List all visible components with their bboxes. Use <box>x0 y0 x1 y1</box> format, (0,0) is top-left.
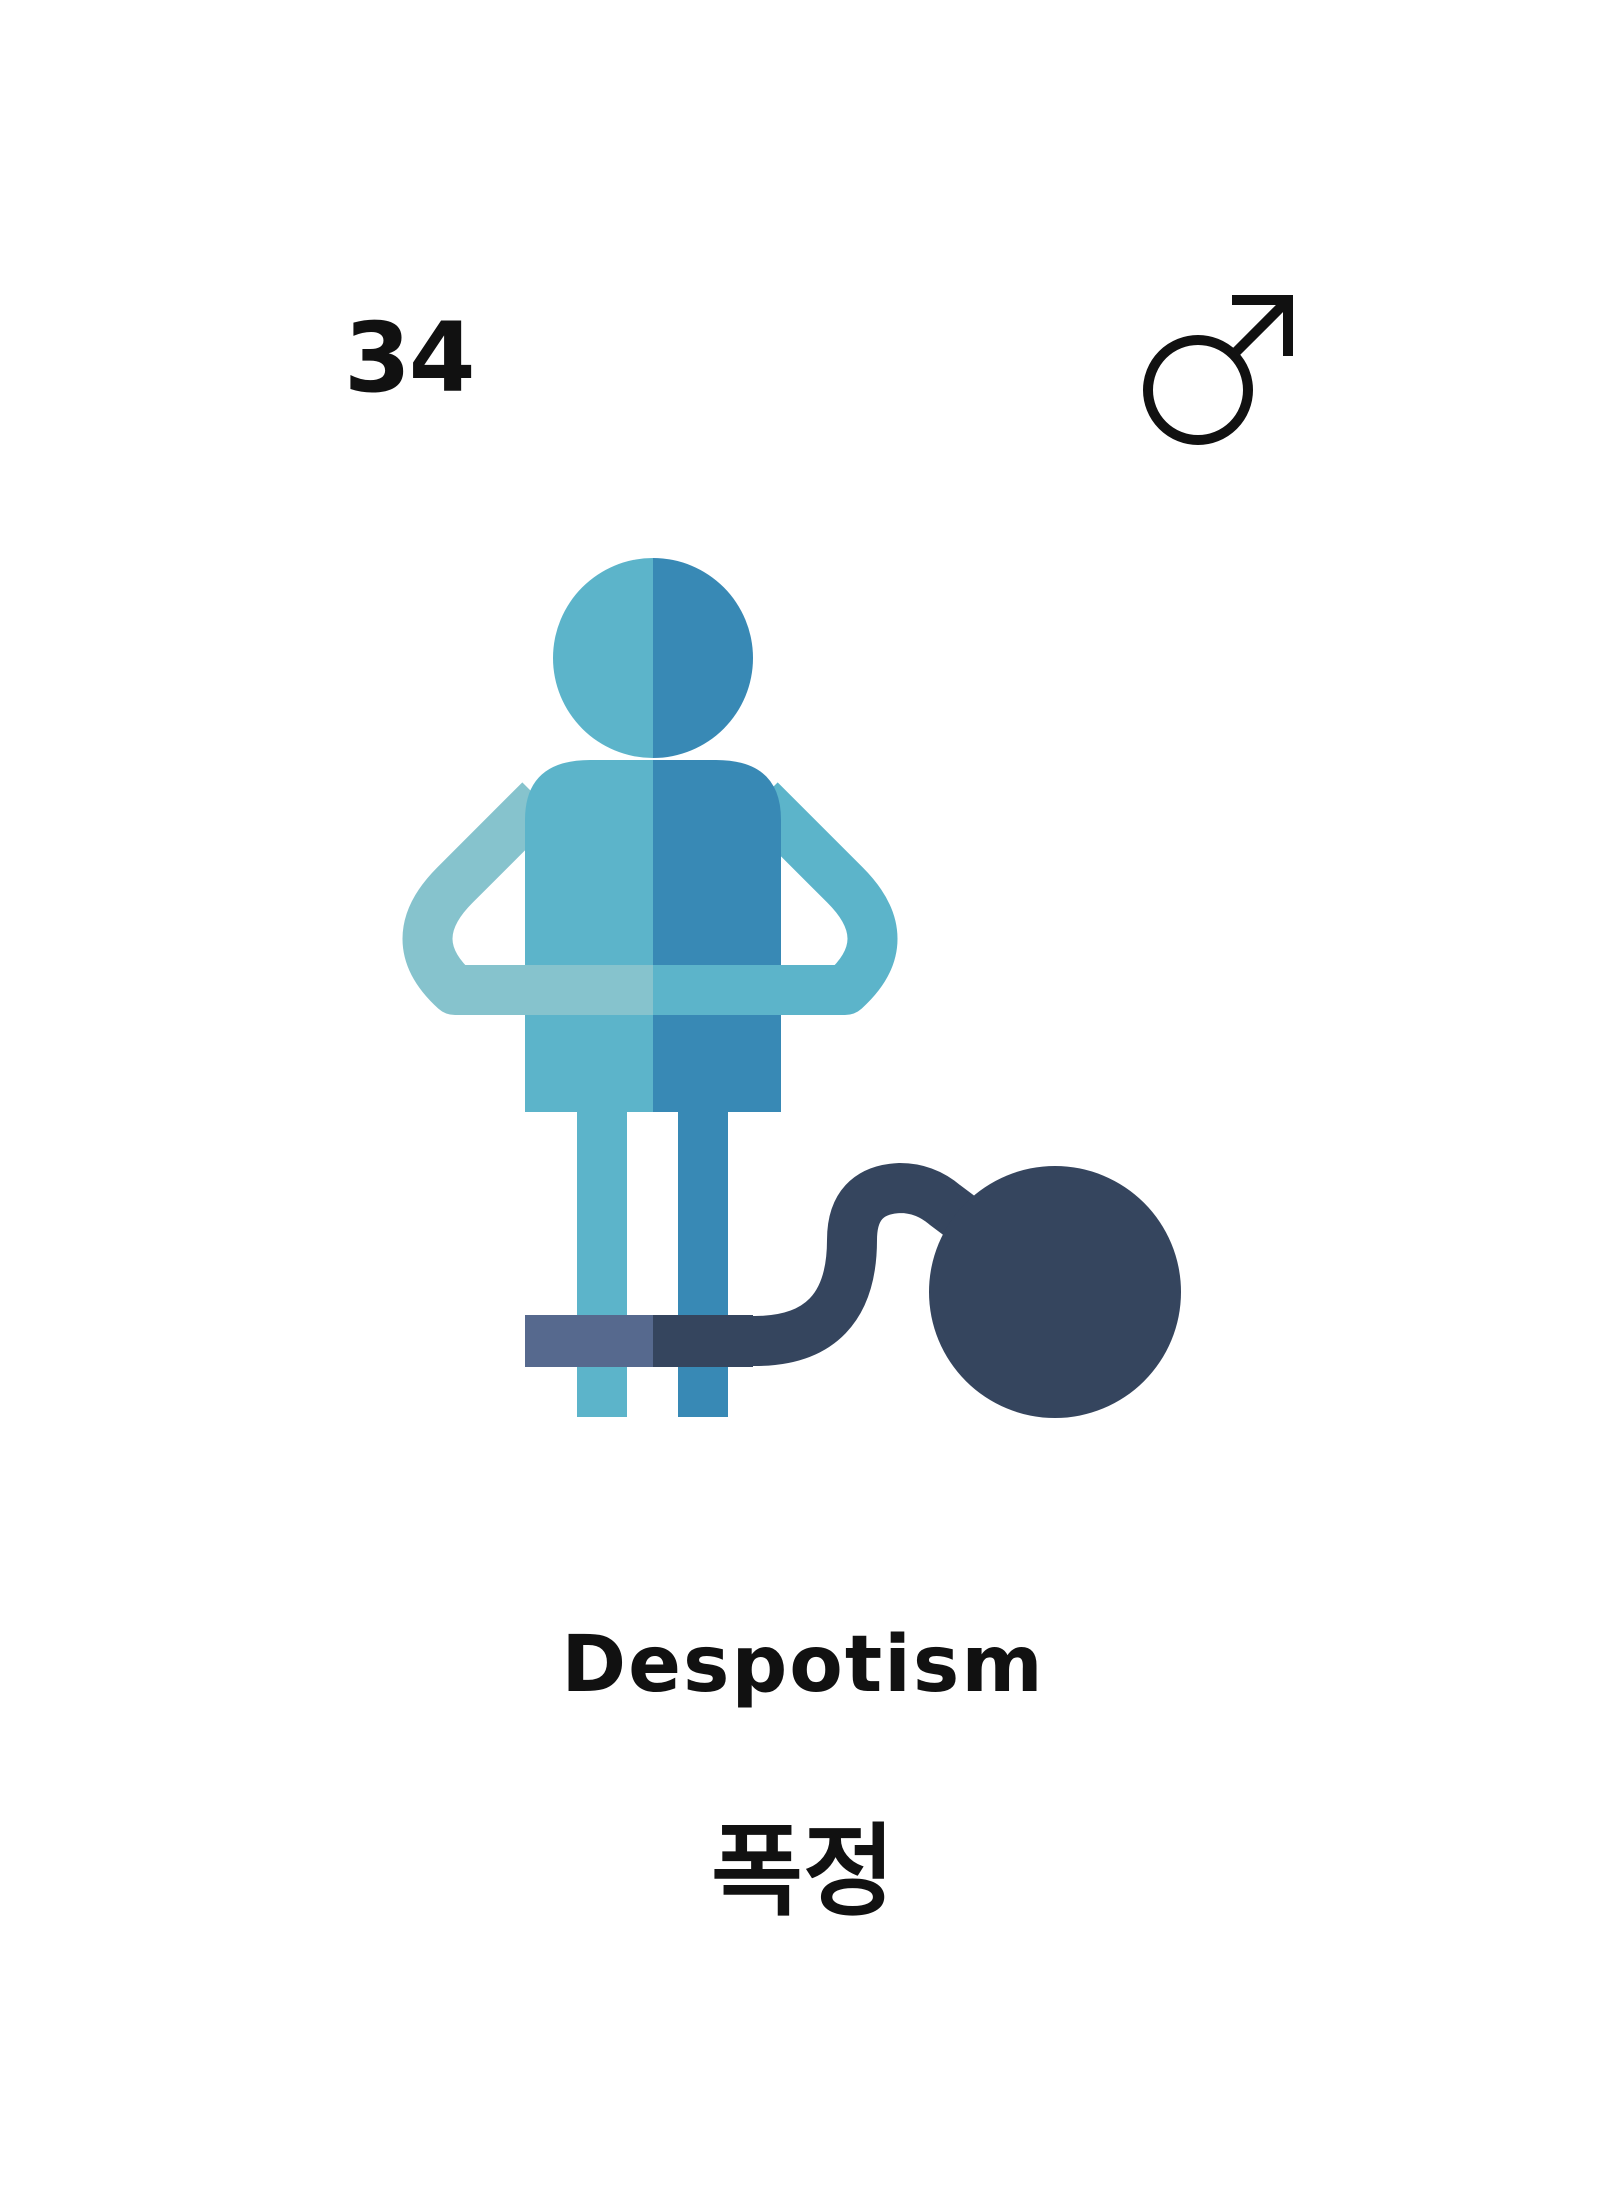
chain <box>730 1163 1000 1366</box>
arm-bar <box>525 965 781 1015</box>
legs <box>577 1112 728 1417</box>
iron-ball <box>929 1166 1181 1418</box>
head <box>553 558 753 758</box>
male-symbol-icon <box>1143 295 1293 445</box>
arms <box>402 782 898 1015</box>
shackle <box>525 1315 753 1367</box>
card-title-english: Despotism <box>561 1620 1045 1710</box>
card-number: 34 <box>344 302 476 414</box>
card-title-korean: 폭정 <box>711 1813 895 1930</box>
torso <box>525 760 781 1112</box>
